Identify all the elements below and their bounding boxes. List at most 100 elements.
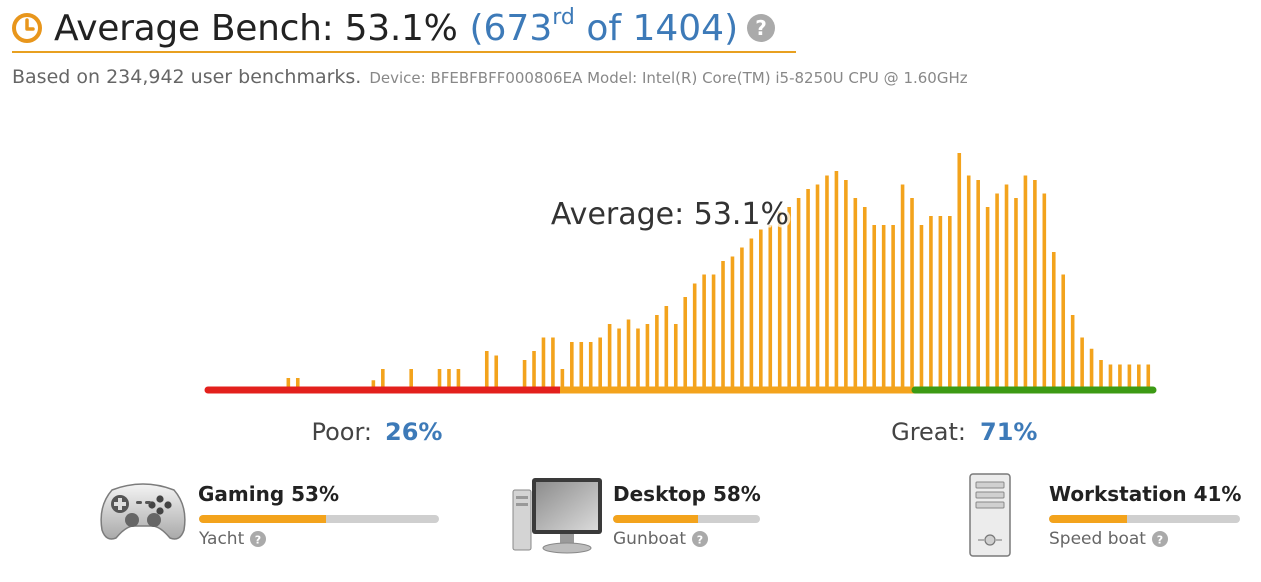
help-icon[interactable]: ? bbox=[1151, 531, 1168, 547]
histogram-bar bbox=[919, 225, 924, 387]
histogram-bar bbox=[891, 225, 895, 387]
histogram-bar bbox=[551, 337, 555, 387]
histogram-bar bbox=[655, 315, 659, 387]
category-desktop-rating: Gunboat ? bbox=[613, 529, 708, 549]
histogram-bar bbox=[522, 360, 527, 387]
histogram-bar bbox=[872, 225, 877, 387]
histogram-bar bbox=[1137, 364, 1141, 387]
histogram-bar bbox=[740, 247, 744, 387]
page-header: Average Bench: 53.1% (673rd of 1404) ? bbox=[12, 4, 776, 52]
clock-icon bbox=[12, 13, 42, 43]
help-icon[interactable]: ? bbox=[250, 531, 267, 547]
histogram-bar bbox=[683, 297, 688, 387]
rank-suffix: rd bbox=[552, 4, 575, 30]
page-title: Average Bench: 53.1% bbox=[54, 7, 458, 49]
histogram-bar bbox=[1127, 364, 1132, 387]
histogram-bar bbox=[617, 328, 621, 387]
rank-total: of 1404) bbox=[574, 7, 739, 49]
category-gaming-rating: Yacht ? bbox=[199, 529, 267, 549]
histogram-bar bbox=[1051, 252, 1056, 387]
histogram-bar bbox=[570, 342, 574, 387]
histogram-bar bbox=[484, 351, 489, 387]
histogram-bar bbox=[371, 380, 376, 387]
rank-position: (673 bbox=[469, 7, 553, 49]
histogram-bar bbox=[938, 216, 943, 387]
histogram-bar bbox=[985, 207, 990, 387]
histogram-bar bbox=[1108, 364, 1113, 387]
header-underline bbox=[12, 51, 796, 53]
benchmark-histogram: Average: 53.1% Poor: 26% Great: 71% bbox=[204, 153, 1157, 446]
histogram-bar bbox=[910, 198, 914, 387]
histogram-bar bbox=[768, 225, 773, 387]
histogram-bar bbox=[957, 153, 962, 387]
histogram-bar bbox=[598, 337, 602, 387]
svg-text:?: ? bbox=[1157, 534, 1163, 547]
histogram-bar bbox=[295, 378, 300, 387]
histogram-bar bbox=[759, 229, 763, 387]
histogram-bar bbox=[437, 369, 442, 387]
histogram-bar bbox=[806, 189, 810, 387]
histogram-bar bbox=[664, 306, 669, 387]
histogram-bar bbox=[1070, 315, 1075, 387]
category-gaming-bar-fill bbox=[199, 515, 327, 523]
benchmark-count: Based on 234,942 user benchmarks. bbox=[12, 66, 362, 88]
average-label: Average: 53.1% bbox=[551, 197, 789, 232]
help-icon[interactable]: ? bbox=[746, 13, 776, 43]
histogram-bars bbox=[286, 153, 1151, 387]
histogram-bar bbox=[1014, 198, 1018, 387]
histogram-bar bbox=[844, 180, 848, 387]
histogram-bar bbox=[1004, 184, 1009, 387]
histogram-bar bbox=[730, 256, 735, 387]
histogram-bar bbox=[692, 283, 697, 387]
help-icon[interactable]: ? bbox=[692, 531, 708, 547]
rank-link[interactable]: (673rd of 1404) bbox=[469, 4, 739, 49]
category-desktop-bar-fill bbox=[613, 515, 699, 523]
histogram-bar bbox=[532, 351, 536, 387]
histogram-bar bbox=[541, 337, 546, 387]
histogram-bar bbox=[777, 211, 782, 387]
histogram-bar bbox=[853, 198, 858, 387]
histogram-bar bbox=[381, 369, 385, 387]
category-gaming-rating-text: Yacht bbox=[199, 529, 245, 549]
histogram-bar bbox=[815, 184, 820, 387]
svg-text:?: ? bbox=[697, 534, 703, 547]
category-workstation-rating-text: Speed boat bbox=[1049, 529, 1146, 549]
histogram-bar bbox=[1099, 360, 1103, 387]
svg-text:?: ? bbox=[755, 16, 767, 40]
histogram-bar bbox=[494, 355, 499, 387]
histogram-bar bbox=[1042, 193, 1047, 387]
histogram-bar bbox=[702, 274, 706, 387]
histogram-bar bbox=[456, 369, 461, 387]
histogram-bar bbox=[834, 171, 839, 387]
histogram-bar bbox=[948, 216, 952, 387]
histogram-bar bbox=[409, 369, 413, 387]
category-workstation-rating: Speed boat ? bbox=[1049, 529, 1168, 549]
histogram-bar bbox=[1118, 364, 1122, 387]
histogram-bar bbox=[966, 175, 971, 387]
benchmark-summary: Based on 234,942 user benchmarks. Device:… bbox=[12, 66, 968, 88]
workstation-tower-icon bbox=[969, 473, 1011, 557]
great-label: Great: bbox=[891, 418, 966, 446]
histogram-bar bbox=[447, 369, 451, 387]
histogram-bar bbox=[1146, 364, 1151, 387]
category-desktop-bar bbox=[613, 515, 760, 523]
histogram-bar bbox=[995, 193, 999, 387]
histogram-bar bbox=[711, 274, 716, 387]
histogram-bar bbox=[1080, 337, 1084, 387]
histogram-bar bbox=[976, 180, 980, 387]
histogram-bar bbox=[1061, 274, 1066, 387]
histogram-bar bbox=[1023, 175, 1028, 387]
category-workstation-bar-fill bbox=[1049, 515, 1128, 523]
histogram-bar bbox=[721, 261, 725, 387]
great-value: 71% bbox=[980, 418, 1037, 446]
histogram-bar bbox=[796, 198, 801, 387]
histogram-bar bbox=[626, 319, 631, 387]
histogram-bar bbox=[825, 175, 829, 387]
histogram-bar bbox=[645, 324, 650, 387]
histogram-bar bbox=[862, 207, 867, 387]
histogram-bar bbox=[900, 184, 905, 387]
histogram-bar bbox=[560, 369, 565, 387]
histogram-bar bbox=[787, 207, 791, 387]
category-desktop-title: Desktop 58% bbox=[613, 482, 761, 506]
histogram-bar bbox=[579, 342, 584, 387]
